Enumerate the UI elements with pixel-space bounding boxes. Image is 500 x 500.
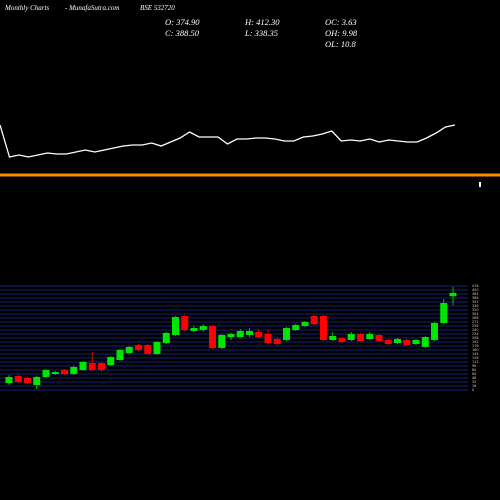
candle-body (431, 323, 438, 340)
stat: H: 412.30 (244, 17, 280, 27)
candle-body (338, 338, 346, 342)
candle-body (24, 378, 31, 383)
y-tick-label: 0 (472, 388, 474, 392)
candle-body (255, 332, 263, 337)
stat: C: 388.50 (165, 28, 200, 38)
candle-body (403, 340, 411, 345)
candle-body (375, 335, 383, 341)
candle-body (412, 340, 420, 344)
y-tick-label: 32 (472, 380, 476, 384)
y-tick-label: 336 (472, 304, 478, 308)
candle-body (310, 316, 318, 324)
candle-body (61, 370, 68, 374)
candle-body (190, 328, 198, 331)
y-tick-label: 144 (472, 352, 478, 356)
candle-body (421, 337, 429, 347)
stat: O: 374.90 (165, 17, 200, 27)
chart-kind: Monthly Charts (4, 4, 49, 12)
line (0, 124, 456, 158)
y-tick-label: 176 (472, 344, 478, 348)
candle-body (320, 316, 327, 340)
candle-body (125, 347, 133, 353)
candle-body (14, 376, 22, 382)
stat: L: 338.35 (244, 28, 278, 38)
candle-body (181, 316, 189, 330)
candle-body (218, 335, 226, 348)
stat: OC: 3.63 (325, 17, 357, 27)
candle-body (384, 340, 392, 344)
y-tick-label: 272 (472, 320, 478, 324)
y-tick-label: 384 (472, 292, 478, 296)
y-tick-label: 16 (472, 384, 476, 388)
candle-body (357, 334, 364, 341)
marker (479, 182, 481, 187)
candle-body (394, 339, 401, 343)
candle-body (366, 334, 374, 339)
y-tick-label: 288 (472, 316, 478, 320)
candle-body (236, 331, 244, 337)
candle-body (116, 350, 124, 360)
y-tick-label: 240 (472, 328, 478, 332)
y-tick-label: 192 (472, 340, 478, 344)
y-tick-label: 400 (472, 288, 478, 292)
candle-body (162, 333, 170, 343)
candle-body (246, 331, 253, 335)
symbol: BSE 532720 (140, 4, 175, 12)
y-tick-label: 224 (472, 332, 478, 336)
site-name: - MunafaSutra.com (65, 4, 119, 12)
candle-body (70, 367, 78, 374)
y-tick-label: 320 (472, 308, 478, 312)
candle-body (209, 326, 216, 348)
candle-body (440, 303, 448, 323)
candle-body (51, 372, 59, 374)
candle-body (329, 336, 337, 340)
candle-body (264, 334, 272, 343)
y-tick-label: 96 (472, 364, 476, 368)
stat: OL: 10.8 (325, 39, 356, 49)
y-tick-label: 304 (472, 312, 478, 316)
candle-body (227, 334, 235, 337)
candle-body (449, 292, 457, 297)
candle-body (283, 328, 290, 340)
candle-body (273, 339, 281, 344)
y-tick-label: 48 (472, 376, 476, 380)
y-tick-label: 80 (472, 368, 476, 372)
candle-body (301, 322, 309, 326)
candle-body (199, 326, 207, 330)
candle-body (135, 345, 142, 350)
y-tick-label: 368 (472, 296, 478, 300)
candle-body (33, 377, 41, 385)
y-tick-label: 416 (472, 284, 478, 288)
y-tick-label: 208 (472, 336, 478, 340)
candle-body (88, 363, 96, 370)
y-tick-label: 128 (472, 356, 478, 360)
candle-body (153, 342, 161, 354)
y-tick-label: 352 (472, 300, 478, 304)
candle-body (79, 362, 87, 370)
candle-body (107, 357, 115, 365)
candle-body (144, 345, 152, 354)
y-tick-label: 160 (472, 348, 478, 352)
candle-body (292, 325, 300, 330)
stat: OH: 9.98 (325, 28, 358, 38)
y-tick-label: 112 (472, 360, 478, 364)
candle-body (5, 377, 13, 383)
candle-body (42, 370, 50, 377)
y-tick-label: 64 (472, 372, 476, 376)
candle-body (98, 363, 105, 370)
y-tick-label: 256 (472, 324, 478, 328)
candle-body (172, 317, 179, 335)
candle-body (347, 334, 355, 340)
